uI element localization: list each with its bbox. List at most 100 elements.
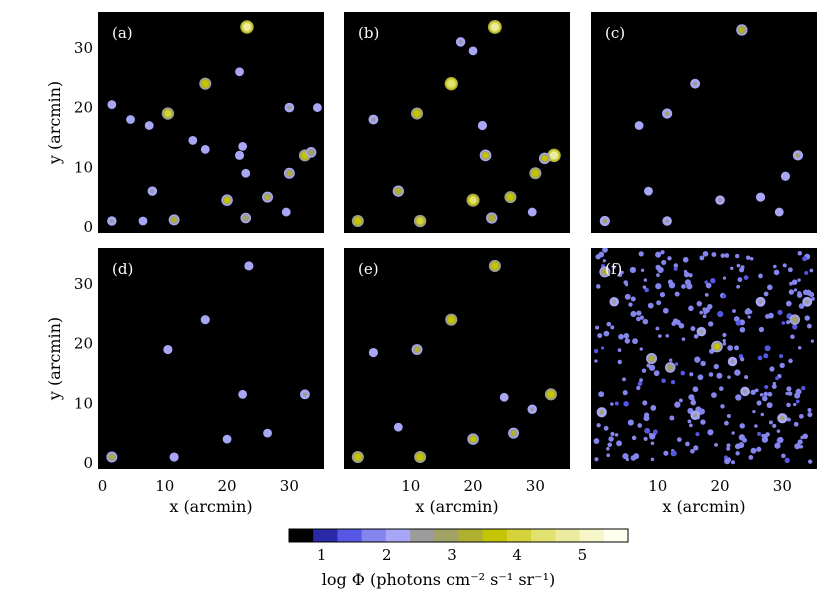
- background-source: [807, 407, 812, 413]
- background-source: [797, 278, 801, 282]
- y-tick-label: 20: [74, 335, 93, 353]
- colorbar-swatch: [458, 529, 484, 542]
- background-source: [718, 386, 724, 391]
- background-source: [722, 276, 727, 280]
- background-source: [600, 346, 605, 350]
- background-source: [630, 310, 637, 317]
- x-axis-label: x (arcmin): [662, 497, 745, 516]
- source-peak: [315, 105, 319, 110]
- background-source: [623, 401, 629, 407]
- source-peak: [482, 152, 489, 159]
- background-source: [680, 370, 686, 376]
- source-peak: [287, 105, 292, 110]
- background-source: [734, 443, 741, 450]
- background-source: [786, 417, 791, 422]
- background-source: [810, 339, 815, 343]
- source-peak: [646, 189, 651, 193]
- background-source: [607, 442, 613, 448]
- background-source: [593, 348, 599, 354]
- background-source: [797, 250, 803, 256]
- background-source: [797, 439, 803, 445]
- background-source: [655, 283, 662, 290]
- background-source: [752, 409, 756, 414]
- background-source: [768, 420, 773, 425]
- source-peak: [667, 364, 673, 370]
- source-peak: [602, 218, 608, 224]
- panel-c: (c): [591, 12, 817, 233]
- background-source: [722, 294, 727, 299]
- background-source: [790, 334, 795, 340]
- background-source: [636, 316, 641, 322]
- background-source: [643, 436, 648, 441]
- panel-label: (f): [605, 260, 622, 278]
- colorbar-swatch: [579, 529, 605, 542]
- background-source: [636, 310, 642, 316]
- background-source: [661, 259, 667, 266]
- colorbar-tick-label: 5: [578, 546, 588, 564]
- source-peak: [713, 343, 720, 350]
- source-peak: [416, 453, 424, 461]
- source-peak: [109, 454, 115, 460]
- source-peak: [203, 317, 208, 322]
- background-source: [623, 333, 630, 339]
- background-source: [690, 448, 695, 454]
- colorbar-swatch: [361, 529, 387, 542]
- source-peak: [693, 413, 698, 418]
- source-peak: [488, 215, 495, 221]
- background-source: [616, 440, 622, 447]
- background-source: [781, 453, 786, 459]
- source-peak: [302, 392, 308, 397]
- background-source: [696, 300, 703, 307]
- background-source: [750, 447, 757, 454]
- source-peak: [530, 407, 535, 412]
- x-tick-label: 10: [155, 477, 174, 495]
- source-peak: [202, 80, 209, 87]
- source-peak: [502, 395, 506, 399]
- background-source: [614, 433, 619, 437]
- background-source: [796, 292, 803, 298]
- background-source: [655, 326, 660, 331]
- background-source: [787, 391, 793, 396]
- x-tick-label: 10: [648, 477, 667, 495]
- x-tick-label: 30: [773, 477, 792, 495]
- background-source: [756, 431, 761, 436]
- background-source: [766, 402, 773, 409]
- background-source: [668, 282, 676, 289]
- background-source: [689, 423, 693, 428]
- source-peak: [532, 170, 539, 177]
- background-source: [724, 253, 730, 258]
- background-source: [630, 296, 636, 302]
- source-peak: [743, 389, 747, 394]
- background-source: [687, 419, 692, 424]
- source-peak: [469, 196, 477, 204]
- background-source: [682, 256, 689, 263]
- background-source: [684, 279, 691, 286]
- background-source: [743, 275, 749, 281]
- background-source: [711, 252, 717, 257]
- panel-label: (c): [605, 24, 625, 42]
- background-source: [606, 453, 611, 458]
- background-source: [617, 348, 622, 352]
- background-source: [717, 310, 724, 318]
- background-source: [681, 284, 686, 289]
- background-source: [730, 266, 734, 270]
- background-source: [677, 437, 682, 442]
- background-source: [735, 320, 741, 326]
- background-source: [722, 332, 727, 338]
- background-source: [772, 423, 777, 428]
- background-source: [669, 415, 675, 421]
- panel-background: [344, 248, 570, 469]
- source-peak: [664, 111, 670, 116]
- source-peak: [730, 359, 735, 364]
- background-source: [809, 268, 814, 273]
- background-source: [699, 255, 705, 261]
- background-source: [777, 309, 783, 316]
- background-source: [644, 427, 651, 434]
- background-source: [695, 432, 700, 437]
- x-tick-label: 10: [401, 477, 420, 495]
- background-source: [761, 433, 765, 438]
- background-source: [731, 431, 735, 435]
- background-source: [793, 421, 799, 427]
- background-source: [767, 391, 773, 397]
